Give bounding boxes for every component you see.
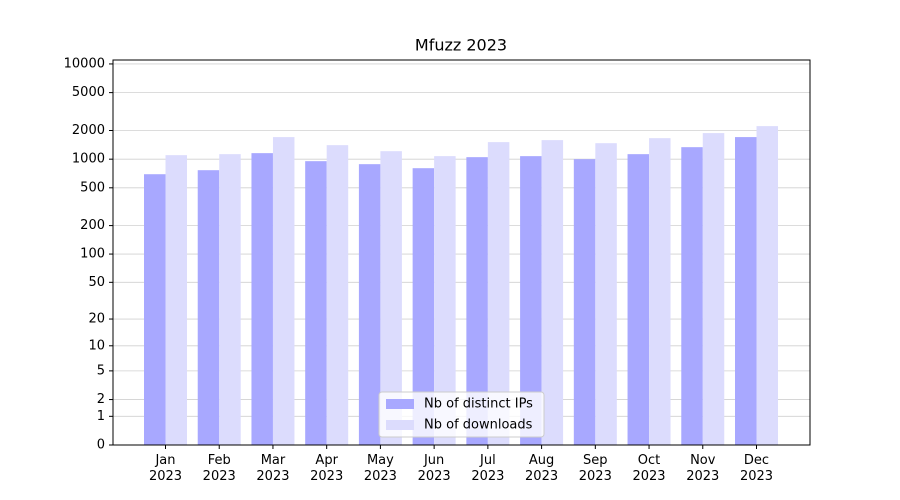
x-tick-label: Mar 2023 [256,453,290,484]
legend-box [378,391,545,438]
y-tick-label: 0 [97,438,105,453]
x-tick-label: Nov 2023 [686,453,720,484]
y-tick-label: 10 [88,338,105,353]
bar [272,137,295,445]
x-tick-label: Dec 2023 [739,453,774,484]
y-tick-label: 1 [97,409,105,424]
bar [305,161,327,445]
bar [165,155,187,445]
legend-swatch [386,420,414,430]
y-tick-label: 20 [88,312,105,327]
x-tick-label: Sep 2023 [578,453,612,484]
x-tick-label: Apr 2023 [310,453,344,484]
y-tick-label: 1000 [72,152,105,167]
y-tick-label: 10000 [64,56,105,71]
x-tick-label: Feb 2023 [202,453,236,484]
bar [735,137,757,445]
y-tick-label: 5 [97,363,105,378]
x-tick-label: Aug 2023 [525,453,559,484]
legend: Nb of distinct IPs Nb of downloads [378,391,545,438]
bar [681,147,703,445]
legend-swatch [386,399,414,409]
bar [541,140,564,445]
bar [649,138,671,445]
x-tick-label: May 2023 [363,453,397,484]
bar [595,143,617,445]
legend-label: Nb of downloads [424,418,533,433]
y-tick-label: 2000 [72,123,105,138]
bar [573,159,596,445]
bar [144,174,166,445]
x-tick-label: Jan 2023 [148,453,183,484]
bar [756,126,778,445]
y-tick-label: 5000 [72,85,105,100]
x-tick-label: Jun 2023 [417,453,451,484]
bar [326,145,349,445]
bar [197,170,220,445]
bar [466,157,488,445]
x-tick-label: Jul 2023 [471,453,505,484]
bar [520,156,542,446]
chart-title: Mfuzz 2023 [415,36,507,55]
y-tick-label: 200 [80,218,105,233]
bar [412,168,435,445]
bar [434,156,456,446]
y-tick-label: 50 [88,275,105,290]
bar [219,154,241,445]
y-tick-label: 100 [80,247,105,262]
bar [358,164,381,445]
y-tick-label: 500 [80,180,105,195]
bar [380,151,402,446]
plot-frame [112,59,811,446]
bar [702,133,725,445]
bar [627,154,650,445]
bar [251,153,273,445]
x-tick-label: Oct 2023 [632,453,666,484]
legend-label: Nb of distinct IPs [424,397,533,412]
bar [487,142,510,445]
y-tick-label: 2 [97,392,105,407]
